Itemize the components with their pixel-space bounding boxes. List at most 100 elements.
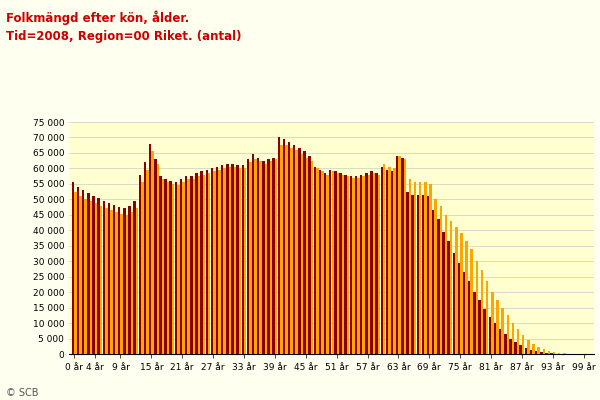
Bar (131, 212, 133, 354)
Bar (113, 205, 115, 354)
Bar (538, 346, 540, 354)
Bar (488, 317, 491, 354)
Bar (149, 144, 151, 354)
Bar (416, 195, 419, 354)
Bar (71, 182, 74, 354)
Bar (440, 206, 442, 354)
Bar (370, 172, 373, 354)
Bar (128, 206, 131, 354)
Bar (172, 184, 175, 354)
Bar (231, 164, 234, 354)
Bar (334, 172, 337, 354)
Bar (254, 159, 257, 354)
Bar (311, 161, 313, 354)
Bar (412, 195, 414, 354)
Bar (432, 210, 434, 354)
Bar (298, 148, 301, 354)
Bar (455, 227, 458, 354)
Bar (87, 193, 89, 354)
Bar (79, 196, 82, 354)
Bar (550, 353, 553, 354)
Bar (141, 182, 143, 354)
Bar (373, 173, 375, 354)
Bar (484, 309, 486, 354)
Bar (105, 208, 107, 354)
Bar (499, 329, 502, 354)
Bar (530, 350, 532, 354)
Bar (303, 151, 306, 354)
Bar (491, 292, 494, 354)
Bar (478, 300, 481, 354)
Bar (110, 210, 113, 354)
Bar (295, 150, 298, 354)
Bar (391, 172, 393, 354)
Bar (342, 174, 344, 354)
Bar (211, 168, 213, 354)
Bar (74, 192, 77, 354)
Bar (190, 176, 193, 354)
Bar (265, 164, 267, 354)
Bar (161, 179, 164, 354)
Bar (506, 315, 509, 354)
Bar (468, 281, 470, 354)
Bar (558, 353, 560, 354)
Bar (386, 170, 388, 354)
Bar (319, 170, 321, 354)
Bar (218, 170, 221, 354)
Bar (427, 196, 429, 354)
Bar (476, 261, 478, 354)
Bar (164, 179, 167, 354)
Bar (229, 167, 231, 354)
Bar (545, 353, 548, 354)
Bar (308, 156, 311, 354)
Bar (208, 173, 211, 354)
Bar (540, 352, 542, 354)
Bar (283, 139, 285, 354)
Bar (278, 138, 280, 354)
Bar (329, 170, 331, 354)
Bar (259, 161, 262, 354)
Bar (121, 214, 123, 354)
Bar (200, 172, 203, 354)
Bar (424, 182, 427, 354)
Bar (197, 176, 200, 354)
Bar (185, 176, 187, 354)
Bar (337, 173, 339, 354)
Bar (527, 340, 530, 354)
Bar (139, 174, 141, 354)
Bar (213, 172, 215, 354)
Bar (450, 221, 452, 354)
Bar (118, 207, 121, 354)
Bar (514, 342, 517, 354)
Bar (154, 159, 157, 354)
Bar (470, 249, 473, 354)
Bar (321, 172, 323, 354)
Bar (100, 206, 103, 354)
Bar (520, 345, 522, 354)
Bar (368, 174, 370, 354)
Bar (151, 151, 154, 354)
Bar (388, 167, 391, 354)
Bar (136, 208, 139, 354)
Bar (103, 200, 105, 354)
Bar (532, 344, 535, 354)
Bar (82, 190, 85, 354)
Bar (360, 174, 362, 354)
Bar (463, 272, 466, 354)
Bar (247, 159, 249, 354)
Bar (288, 142, 290, 354)
Bar (92, 196, 95, 354)
Bar (108, 203, 110, 354)
Bar (290, 148, 293, 354)
Bar (429, 184, 432, 354)
Bar (180, 179, 182, 354)
Bar (466, 241, 468, 354)
Bar (95, 203, 97, 354)
Bar (535, 351, 538, 354)
Bar (293, 145, 295, 354)
Bar (275, 159, 277, 354)
Bar (362, 176, 365, 354)
Bar (357, 178, 360, 354)
Bar (314, 167, 316, 354)
Bar (553, 352, 555, 354)
